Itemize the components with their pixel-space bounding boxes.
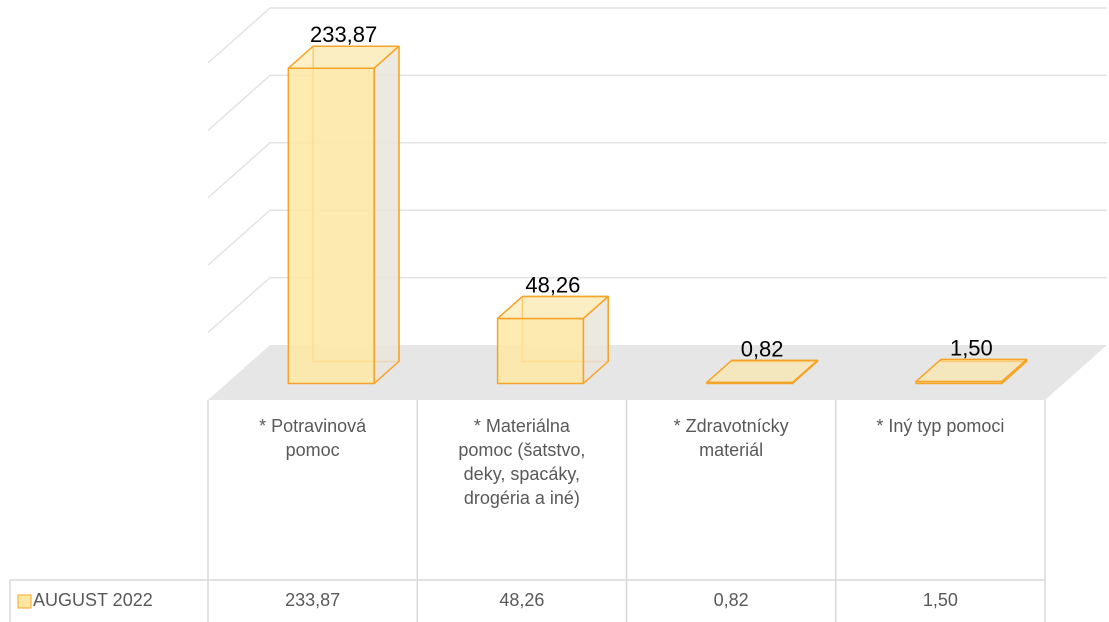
legend-label: AUGUST 2022 xyxy=(33,590,153,610)
bar-top xyxy=(287,45,400,69)
legend-swatch xyxy=(17,594,32,609)
x-tick-label: * Potravinová pomoc xyxy=(259,416,367,460)
table-value: 0,82 xyxy=(713,590,749,610)
data-label: 233,87 xyxy=(310,22,377,47)
bar-front xyxy=(496,317,585,385)
bar-side xyxy=(373,45,400,385)
bar xyxy=(496,295,609,385)
bar xyxy=(287,45,400,385)
bar xyxy=(915,358,1028,385)
x-tick-label: * Iný typ pomoci xyxy=(876,416,1005,436)
x-tick-label: * Materiálna pomoc (šatstvo, deky, spacá… xyxy=(458,416,586,508)
table-value: 233,87 xyxy=(285,590,341,610)
floor xyxy=(208,345,1107,400)
bar-top xyxy=(915,358,1028,383)
table-value: 48,26 xyxy=(499,590,545,610)
grid-line xyxy=(207,276,1107,334)
grid-line xyxy=(207,142,1107,199)
bar xyxy=(706,359,819,385)
grid-line xyxy=(207,7,1107,64)
bar-front xyxy=(287,67,375,385)
table-value: 1,50 xyxy=(922,590,958,610)
grid-line xyxy=(207,74,1107,131)
bar-top xyxy=(706,359,819,384)
data-label: 0,82 xyxy=(741,336,784,361)
data-label: 1,50 xyxy=(950,335,993,360)
bar-top xyxy=(496,295,609,320)
grid-line xyxy=(207,209,1107,266)
data-label: 48,26 xyxy=(525,272,580,297)
x-tick-label: * Zdravotnícky materiál xyxy=(673,416,789,460)
